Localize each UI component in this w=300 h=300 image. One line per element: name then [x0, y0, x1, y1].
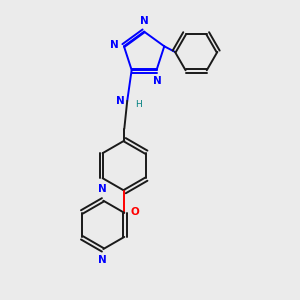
Text: N: N [98, 184, 106, 194]
Text: N: N [153, 76, 161, 86]
Text: N: N [116, 96, 125, 106]
Text: H: H [136, 100, 142, 109]
Text: N: N [140, 16, 148, 26]
Text: N: N [110, 40, 118, 50]
Text: O: O [131, 207, 140, 217]
Text: N: N [98, 256, 106, 266]
